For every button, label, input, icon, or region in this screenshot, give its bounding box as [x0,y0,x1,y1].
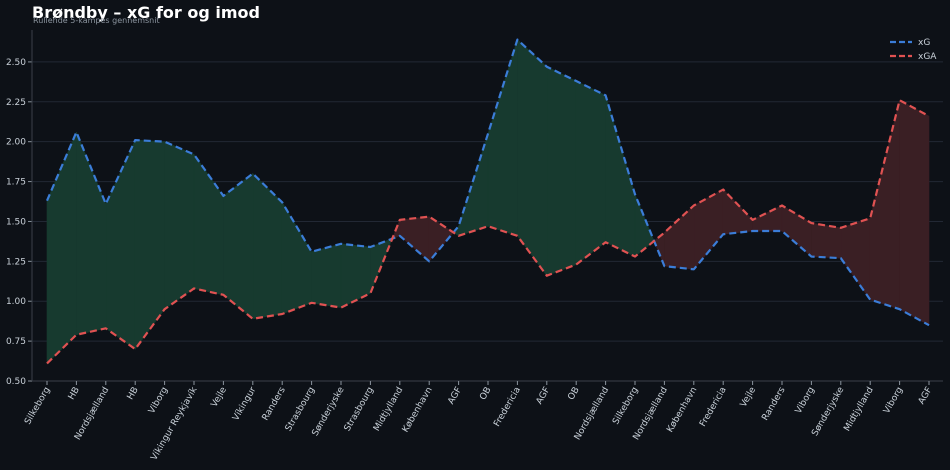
x-tick-label: Viborg [882,386,905,416]
fill-region [281,201,312,315]
x-tick-label: OB [478,386,493,402]
fill-region [693,189,724,271]
fill-region [546,66,577,277]
y-tick-label: 1.25 [6,257,26,267]
x-tick-label: Strasbourg [343,386,376,434]
x-tick-label: Strasbourg [284,386,317,434]
y-tick-label: 1.75 [6,178,26,188]
x-tick-label: Sønderjyske [810,385,846,438]
series-line-xga [46,99,930,365]
x-tick-label: AGF [917,386,935,407]
x-tick-label: Vejle [739,385,759,409]
fill-region [575,80,606,266]
x-tick-label: Vejle [210,385,230,409]
x-tick-label: AGF [446,386,464,407]
fill-region [781,204,812,258]
chart-title: Brøndby – xG for og imod [32,3,260,22]
x-tick-label: HB [126,386,141,402]
x-tick-label: Viborg [147,386,170,416]
x-tick-label: AGF [535,386,553,407]
x-tick-label: HB [67,386,82,402]
line-layer [45,38,930,365]
x-tick-label: Midtjylland [372,386,405,434]
x-tick-label: OB [567,386,582,402]
x-tick-label: Fredericia [492,386,523,429]
x-tick-label: Fredericia [698,386,729,429]
fill-region [164,141,195,310]
fill-region [664,204,695,270]
y-tick-label: 2.00 [6,138,26,148]
x-tick-label: Silkeborg [611,386,640,427]
fill-region [487,39,518,237]
fill-region [252,172,283,320]
x-tick-label: København [401,386,435,435]
legend-label-xg: xG [918,38,930,48]
fill-region [340,243,371,309]
fill-region [811,222,842,259]
x-tick-label: Randers [261,385,288,422]
legend-label-xga: xGA [918,52,937,62]
x-tick-label: Randers [760,385,787,422]
x-tick-label: Midtjylland [842,386,875,434]
y-tick-label: 0.50 [6,377,26,387]
y-tick-label: 1.00 [6,297,26,307]
legend-layer: xG xGA [890,38,937,62]
fill-layer [46,38,930,365]
fill-region [840,217,871,301]
fill-region [311,243,342,308]
fill-region [76,131,107,336]
y-tick-label: 0.75 [6,337,26,347]
fill-region [605,95,636,258]
x-tick-label: Viborg [794,386,817,416]
fill-region [722,188,753,235]
fill-region [752,205,783,232]
y-tick-label: 2.50 [6,58,26,68]
x-tick-label: Víkingur [231,385,258,422]
x-tick-label: Silkeborg [23,386,52,427]
chart-subtitle: Rullende 5-kampes gennemsnit [33,16,160,25]
fill-region [223,172,254,320]
series-line-xg [45,38,930,327]
y-tick-label: 1.50 [6,217,26,227]
fill-region [134,139,165,351]
x-tick-label: Sønderjyske [311,385,347,438]
fill-region [899,99,930,326]
x-tick-label: København [665,386,699,435]
y-tick-label: 2.25 [6,98,26,108]
